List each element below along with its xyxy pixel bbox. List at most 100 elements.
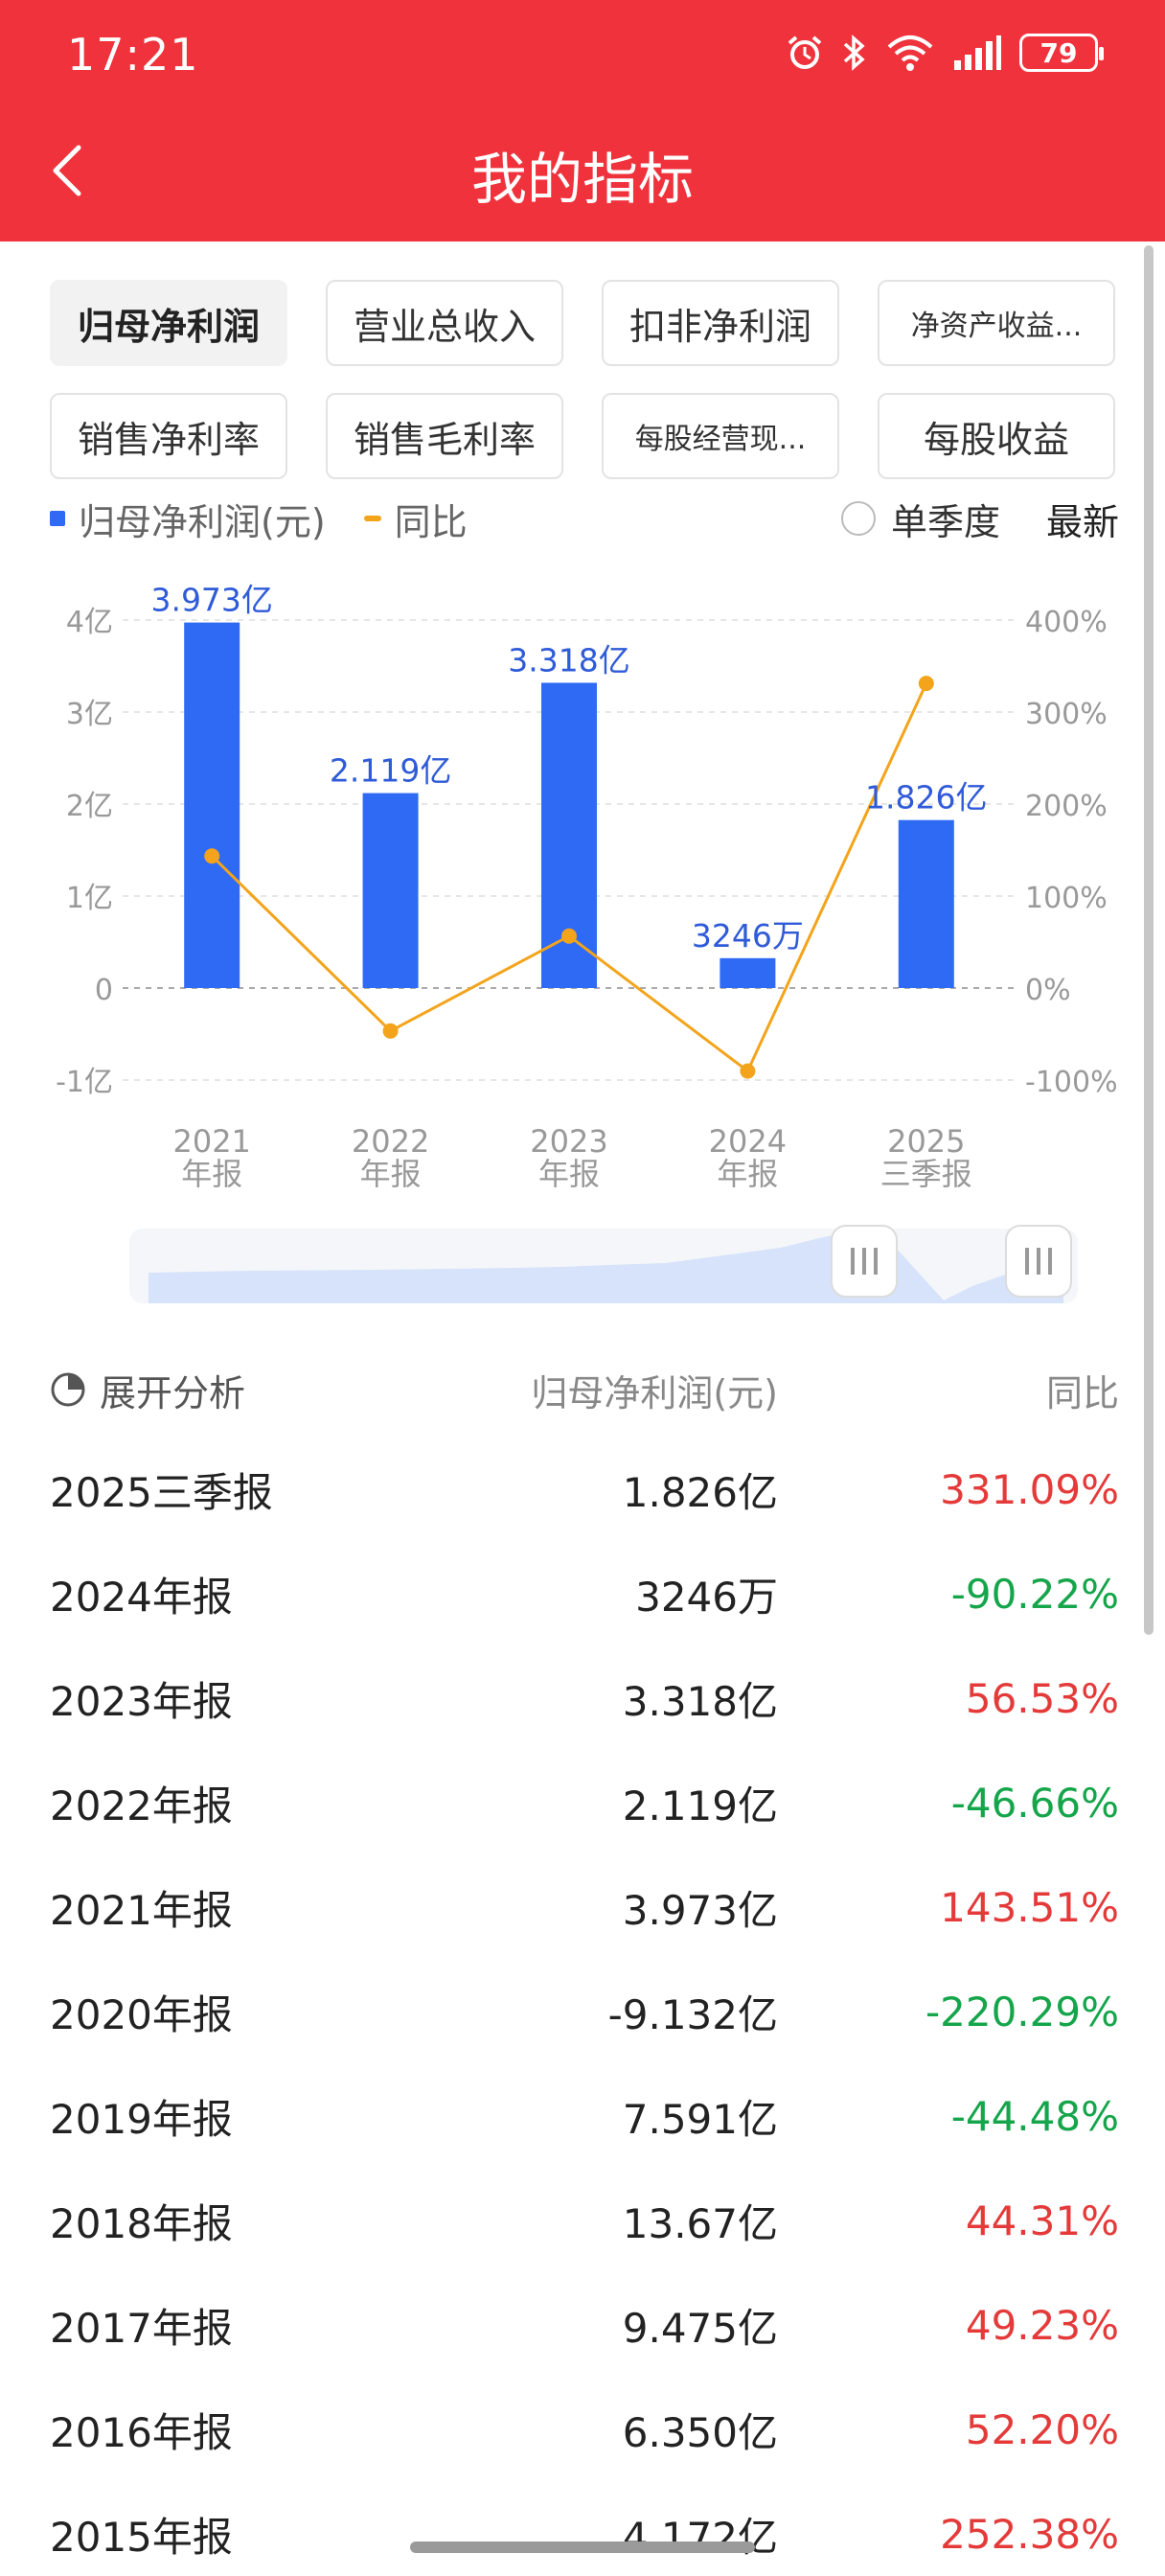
left-tick-label: 2亿: [66, 790, 113, 823]
page-title: 我的指标: [470, 147, 694, 212]
range-slider[interactable]: [129, 1225, 1078, 1303]
bar: [898, 819, 954, 988]
tab-6[interactable]: 每股经营现...: [602, 393, 839, 479]
row-period: 2020年报: [50, 1991, 233, 2038]
signal-icon: [954, 35, 1001, 70]
bar-data-label: 3246万: [692, 917, 804, 954]
range-handle-right[interactable]: [1005, 1225, 1072, 1298]
alarm-icon: [788, 35, 822, 69]
tab-1[interactable]: 营业总收入: [326, 280, 563, 366]
row-yoy: 56.53%: [965, 1675, 1119, 1722]
right-tick-label: 300%: [1025, 698, 1108, 731]
latest-label[interactable]: 最新: [1045, 500, 1119, 543]
row-period: 2023年报: [50, 1678, 233, 1725]
bar-data-label: 1.826亿: [865, 779, 987, 816]
wifi-icon: [887, 35, 933, 71]
category-label: 2021: [172, 1123, 250, 1160]
bar: [184, 622, 240, 988]
row-value: 13.67亿: [622, 2200, 778, 2247]
row-value: -9.132亿: [607, 1991, 778, 2038]
row-period: 2025三季报: [50, 1469, 273, 1516]
yoy-point: [740, 1063, 756, 1079]
table-row[interactable]: 2020年报 -9.132亿 -220.29%: [50, 1960, 1119, 2064]
expand-analysis-button[interactable]: 展开分析: [50, 1364, 245, 1416]
legend-line-label: 同比: [394, 500, 468, 543]
left-tick-label: -1亿: [56, 1066, 113, 1099]
row-yoy: 52.20%: [965, 2406, 1119, 2453]
left-tick-label: 4亿: [66, 606, 113, 639]
season-radio[interactable]: [840, 501, 876, 536]
bar: [720, 957, 776, 988]
row-value: 4.172亿: [622, 2514, 778, 2561]
tab-2[interactable]: 扣非净利润: [602, 280, 839, 366]
tab-5[interactable]: 销售毛利率: [326, 393, 563, 479]
legend-controls: 单季度 最新: [840, 493, 1119, 545]
status-time: 17:21: [67, 29, 199, 80]
table-row[interactable]: 2022年报 2.119亿 -46.66%: [50, 1751, 1119, 1855]
table-row[interactable]: 2016年报 6.350亿 52.20%: [50, 2378, 1119, 2482]
row-period: 2016年报: [50, 2409, 233, 2456]
yoy-point: [918, 676, 934, 692]
row-value: 3246万: [635, 1574, 778, 1621]
row-yoy: 44.31%: [965, 2197, 1119, 2244]
yoy-point: [382, 1023, 399, 1039]
table-row[interactable]: 2023年报 3.318亿 56.53%: [50, 1646, 1119, 1751]
table-row[interactable]: 2025三季报 1.826亿 331.09%: [50, 1438, 1119, 1542]
row-period: 2019年报: [50, 2096, 233, 2143]
category-label: 2025: [887, 1123, 965, 1160]
row-yoy: -46.66%: [950, 1780, 1119, 1827]
row-value: 6.350亿: [622, 2409, 778, 2456]
battery-indicator: 79: [1019, 34, 1104, 72]
tab-7[interactable]: 每股收益: [878, 393, 1115, 479]
table-header: 展开分析 归母净利润(元) 同比: [50, 1361, 1119, 1418]
table-row[interactable]: 2019年报 7.591亿 -44.48%: [50, 2064, 1119, 2169]
bar-data-label: 2.119亿: [330, 752, 451, 790]
row-period: 2022年报: [50, 1782, 233, 1829]
tab-3[interactable]: 净资产收益...: [878, 280, 1115, 366]
row-yoy: 49.23%: [965, 2302, 1119, 2349]
row-yoy: -220.29%: [925, 1989, 1119, 2036]
right-tick-label: 0%: [1025, 974, 1071, 1007]
yoy-column-header: 同比: [1045, 1371, 1119, 1414]
tab-4[interactable]: 销售净利率: [50, 393, 287, 479]
table-row[interactable]: 2024年报 3246万 -90.22%: [50, 1542, 1119, 1646]
row-period: 2015年报: [50, 2514, 233, 2561]
row-value: 3.318亿: [622, 1678, 778, 1725]
row-value: 1.826亿: [622, 1469, 778, 1516]
row-yoy: -44.48%: [950, 2093, 1119, 2140]
row-yoy: 252.38%: [940, 2511, 1119, 2558]
range-handle-left[interactable]: [831, 1225, 898, 1298]
table-row[interactable]: 2017年报 9.475亿 49.23%: [50, 2273, 1119, 2378]
category-label: 2022: [352, 1123, 429, 1160]
back-button[interactable]: [48, 142, 86, 199]
row-yoy: -90.22%: [950, 1571, 1119, 1618]
yoy-point: [561, 928, 577, 944]
range-preview: [148, 1230, 1063, 1303]
row-value: 7.591亿: [622, 2096, 778, 2143]
category-label: 三季报: [880, 1156, 972, 1192]
season-label[interactable]: 单季度: [890, 500, 1000, 543]
pie-chart-icon: [51, 1372, 85, 1407]
app-header: 17:21 79 我的指标: [0, 0, 1165, 242]
expand-analysis-label: 展开分析: [100, 1371, 246, 1414]
category-label: 年报: [360, 1156, 422, 1192]
battery-level: 79: [1039, 36, 1078, 69]
table-row[interactable]: 2018年报 13.67亿 44.31%: [50, 2169, 1119, 2273]
data-table: 2025三季报 1.826亿 331.09% 2024年报 3246万 -90.22% 20…: [50, 1438, 1119, 2576]
scrollbar[interactable]: [1144, 245, 1154, 1635]
table-row[interactable]: 2021年报 3.973亿 143.51%: [50, 1855, 1119, 1960]
table-row[interactable]: 2015年报 4.172亿 252.38%: [50, 2482, 1119, 2576]
bar: [362, 793, 419, 988]
row-period: 2021年报: [50, 1887, 233, 1934]
yoy-point: [204, 848, 220, 864]
tab-0[interactable]: 归母净利润: [50, 280, 287, 366]
status-icons: 79: [786, 33, 1104, 73]
value-column-header: 归母净利润(元): [531, 1371, 778, 1414]
row-period: 2017年报: [50, 2305, 233, 2352]
legend-bar-swatch: [50, 511, 65, 526]
right-tick-label: 200%: [1025, 790, 1108, 823]
left-tick-label: 0: [95, 974, 113, 1007]
home-indicator[interactable]: [410, 2542, 755, 2553]
legend-line-swatch: [363, 516, 381, 521]
row-value: 9.475亿: [622, 2305, 778, 2352]
